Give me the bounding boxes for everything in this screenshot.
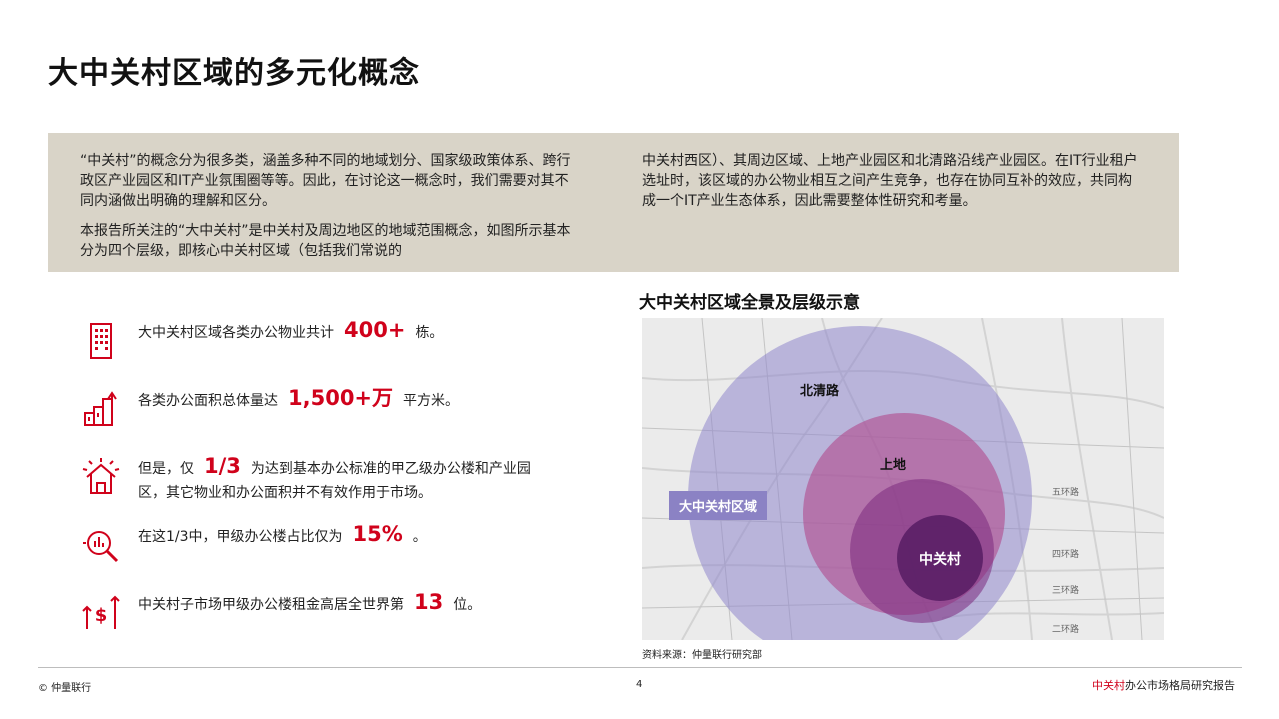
ring-road-label: 五环路: [1052, 488, 1080, 498]
intro-right-column: 中关村西区）、其周边区域、上地产业园区和北清路沿线产业园区。在IT行业租户选址时…: [642, 151, 1142, 211]
label-core: 中关村: [919, 552, 961, 568]
fact-text: 中关村子市场甲级办公楼租金高居全世界第 13 位。: [138, 590, 558, 617]
intro-paragraph: 中关村西区）、其周边区域、上地产业园区和北清路沿线产业园区。在IT行业租户选址时…: [642, 153, 1138, 209]
rent-rise-icon: $: [78, 590, 124, 636]
fact-pre: 但是，仅: [138, 461, 194, 477]
fact-post: 栋。: [415, 325, 444, 341]
footer-copyright: © 仲量联行: [38, 683, 92, 694]
intro-paragraph: “中关村”的概念分为很多类，涵盖多种不同的地域划分、国家级政策体系、跨行政区产业…: [80, 153, 571, 209]
ring-road-label: 二环路: [1052, 625, 1080, 635]
house-alert-icon: [78, 454, 124, 500]
map-canvas: [642, 318, 1164, 640]
fact-post: 。: [412, 529, 427, 545]
footer-report-title: 中关村办公市场格局研究报告: [1092, 677, 1235, 693]
fact-post: 为达到基本办公标准的甲乙级办公楼和产业园区，其它物业和办公面积并不有效作用于市场…: [138, 461, 531, 501]
fact-item: 但是，仅 1/3 为达到基本办公标准的甲乙级办公楼和产业园区，其它物业和办公面积并不…: [78, 454, 558, 505]
label-zone: 大中关村区域: [669, 491, 768, 520]
fact-value: 13: [414, 590, 444, 614]
fact-text: 各类办公面积总体量达 1,500+万 平方米。: [138, 386, 558, 413]
fact-item: 在这1/3中，甲级办公楼占比仅为 15% 。: [78, 522, 558, 568]
core-zone-circle: [897, 515, 983, 601]
ring-road-label: 四环路: [1052, 550, 1080, 560]
fact-pre: 各类办公面积总体量达: [138, 393, 278, 409]
building-icon: [78, 318, 124, 364]
footer-report-title-rest: 办公市场格局研究报告: [1125, 679, 1235, 692]
label-shangdi: 上地: [880, 458, 907, 473]
map-title: 大中关村区域全景及层级示意: [639, 293, 860, 313]
ring-road-label: 三环路: [1052, 586, 1080, 596]
zone-map: 北清路 上地 大中关村区域 中关村 五环路 四环路 三环路 二环路: [642, 318, 1164, 640]
fact-text: 在这1/3中，甲级办公楼占比仅为 15% 。: [138, 522, 558, 549]
page-title: 大中关村区域的多元化概念: [48, 56, 420, 91]
fact-item: 各类办公面积总体量达 1,500+万 平方米。: [78, 386, 558, 432]
fact-value: 1/3: [204, 454, 241, 478]
footer-report-title-accent: 中关村: [1092, 679, 1125, 692]
fact-post: 位。: [453, 597, 482, 613]
label-beiqinglu: 北清路: [800, 384, 840, 399]
fact-value: 15%: [352, 522, 403, 546]
intro-left-column: “中关村”的概念分为很多类，涵盖多种不同的地域划分、国家级政策体系、跨行政区产业…: [80, 151, 580, 261]
svg-text:$: $: [95, 605, 108, 626]
fact-value: 400+: [344, 318, 406, 342]
fact-pre: 在这1/3中，甲级办公楼占比仅为: [138, 529, 343, 545]
fact-item: 大中关村区域各类办公物业共计 400+ 栋。: [78, 318, 558, 364]
fact-pre: 中关村子市场甲级办公楼租金高居全世界第: [138, 597, 404, 613]
fact-value: 1,500+万: [288, 386, 394, 410]
fact-text: 大中关村区域各类办公物业共计 400+ 栋。: [138, 318, 558, 345]
page-number: 4: [636, 679, 643, 690]
area-chart-icon: [78, 386, 124, 432]
magnify-chart-icon: [78, 522, 124, 568]
fact-pre: 大中关村区域各类办公物业共计: [138, 325, 334, 341]
footer-divider: [38, 667, 1242, 668]
intro-paragraph: 本报告所关注的“大中关村”是中关村及周边地区的地域范围概念，如图所示基本分为四个…: [80, 223, 571, 259]
intro-box: “中关村”的概念分为很多类，涵盖多种不同的地域划分、国家级政策体系、跨行政区产业…: [48, 133, 1179, 272]
fact-item: $ 中关村子市场甲级办公楼租金高居全世界第 13 位。: [78, 590, 558, 636]
fact-post: 平方米。: [403, 393, 460, 409]
map-source: 资料来源：仲量联行研究部: [642, 650, 762, 661]
fact-text: 但是，仅 1/3 为达到基本办公标准的甲乙级办公楼和产业园区，其它物业和办公面积并不…: [138, 454, 558, 505]
